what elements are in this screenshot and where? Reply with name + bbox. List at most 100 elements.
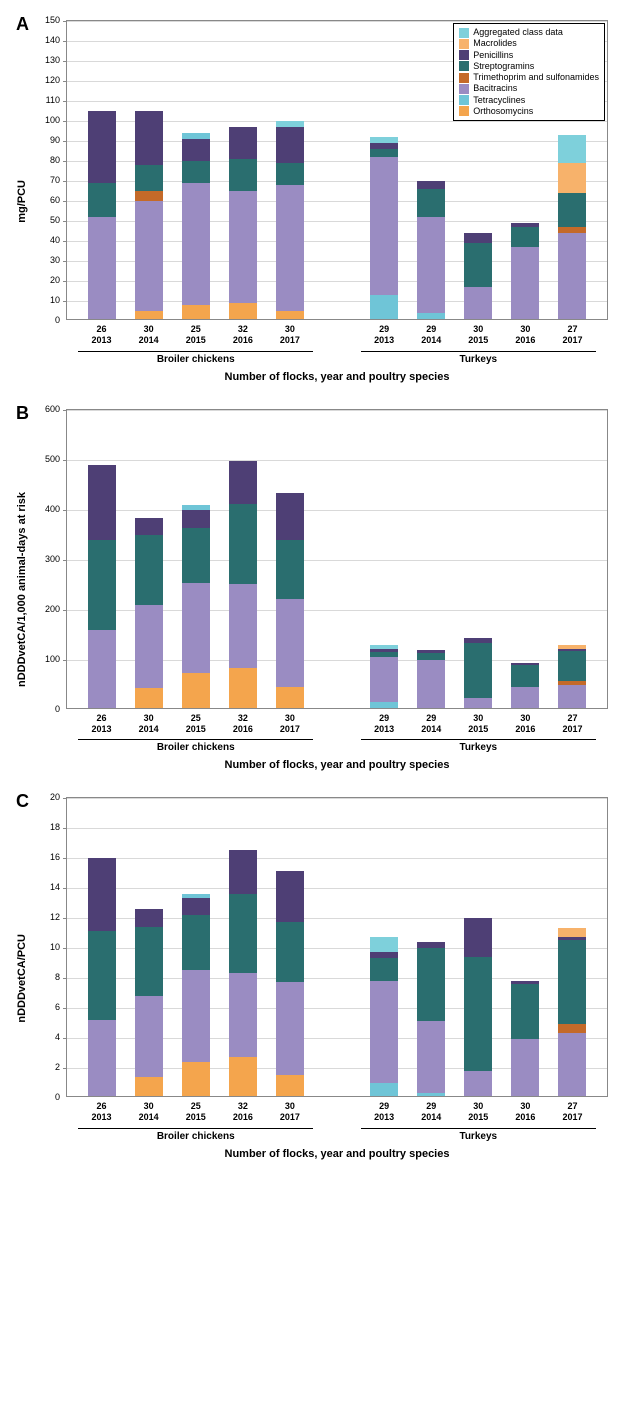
bar-stack [229,850,257,1096]
bar-segment-streptogramins [182,915,210,971]
legend-item: Bacitracins [459,83,599,94]
y-tick: 70 [50,175,60,185]
bar-slot [126,798,173,1096]
group-label: Broiler chickens [78,351,313,365]
bar-slot [173,798,220,1096]
bar-segment-bacitracins [558,233,586,319]
bar-slot [407,410,454,708]
y-tick: 600 [45,404,60,414]
bar-segment-streptogramins [511,984,539,1040]
bar-segment-streptogramins [464,957,492,1071]
x-tick-label: 302016 [502,713,549,736]
bar-segment-tetracyclines [370,295,398,319]
bar-segment-orthosomycins [276,1075,304,1096]
bar-stack [88,465,116,708]
bar-segment-streptogramins [276,163,304,185]
x-tick-label: 302015 [455,1101,502,1124]
y-tick: 14 [50,882,60,892]
x-tick-label: 292013 [361,324,408,347]
bar-slot [314,21,361,319]
bar-segment-streptogramins [464,243,492,287]
legend-swatch [459,61,469,71]
y-axis-label: nDDDvetCA/PCU [16,934,28,1023]
group-label: Broiler chickens [78,739,313,753]
bar-stack [511,981,539,1097]
y-tick: 20 [50,275,60,285]
bar-stack [229,461,257,708]
bar-segment-streptogramins [88,931,116,1020]
plot-area [66,797,608,1097]
bar-segment-penicillins [276,493,304,541]
x-tick-label: 302015 [455,713,502,736]
bar-segment-bacitracins [182,183,210,305]
x-tick-label: 292014 [408,713,455,736]
x-tick-label: 302014 [125,1101,172,1124]
y-tick: 12 [50,912,60,922]
bar-segment-bacitracins [370,657,398,702]
bar-segment-bacitracins [511,1039,539,1096]
legend-swatch [459,39,469,49]
panel-label: A [16,14,29,35]
plot-area: Aggregated class dataMacrolidesPenicilli… [66,20,608,320]
bar-segment-tetracyclines [417,313,445,319]
bar-segment-penicillins [464,233,492,243]
bar-stack [182,133,210,319]
bar-stack [135,111,163,319]
bar-slot [360,410,407,708]
bar-segment-aggregated [558,135,586,163]
bar-slot [267,410,314,708]
y-tick: 120 [45,75,60,85]
bar-segment-orthosomycins [229,1057,257,1096]
bar-segment-bacitracins [370,157,398,295]
bar-stack [464,918,492,1097]
legend-swatch [459,106,469,116]
bar-segment-penicillins [135,909,163,927]
y-tick: 20 [50,792,60,802]
bar-segment-bacitracins [276,185,304,311]
legend-item: Penicillins [459,50,599,61]
bar-segment-tetracyclines [370,702,398,708]
bar-segment-streptogramins [370,958,398,981]
bar-segment-penicillins [182,139,210,161]
legend: Aggregated class dataMacrolidesPenicilli… [453,23,605,121]
panel-label: B [16,403,29,424]
x-tick-label [313,324,360,347]
x-tick-label: 292013 [361,713,408,736]
y-tick: 110 [46,95,60,105]
bar-slot [548,798,595,1096]
bar-stack [370,645,398,708]
bar-stack [182,505,210,708]
y-tick: 10 [50,295,60,305]
bar-segment-streptogramins [182,161,210,183]
bar-segment-penicillins [135,518,163,536]
legend-label: Streptogramins [473,61,534,72]
y-axis-label: nDDDvetCA/1,000 animal-days at risk [16,492,28,687]
x-tick-label: 292014 [408,1101,455,1124]
bar-segment-streptogramins [276,922,304,982]
y-tick: 0 [55,315,60,325]
bar-segment-orthosomycins [135,688,163,708]
bar-segment-penicillins [229,127,257,159]
legend-item: Tetracyclines [459,95,599,106]
group-label: Broiler chickens [78,1128,313,1142]
bar-segment-streptogramins [88,540,116,630]
bar-segment-streptogramins [417,653,445,661]
x-tick-label: 302014 [125,713,172,736]
bar-segment-streptogramins [558,193,586,227]
group-label: Turkeys [361,739,596,753]
x-tick-label: 322016 [219,713,266,736]
legend-item: Orthosomycins [459,106,599,117]
bar-stack [135,518,163,708]
bar-stack [558,135,586,319]
x-tick-label: 262013 [78,713,125,736]
bar-segment-penicillins [417,181,445,189]
x-tick-label: 302016 [502,1101,549,1124]
y-tick: 16 [50,852,60,862]
bar-slot [314,798,361,1096]
x-tick-label: 302016 [502,324,549,347]
legend-label: Aggregated class data [473,27,563,38]
bar-stack [229,127,257,319]
bar-segment-streptogramins [511,665,539,687]
y-tick: 100 [45,115,60,125]
x-tick-label: 252015 [172,713,219,736]
